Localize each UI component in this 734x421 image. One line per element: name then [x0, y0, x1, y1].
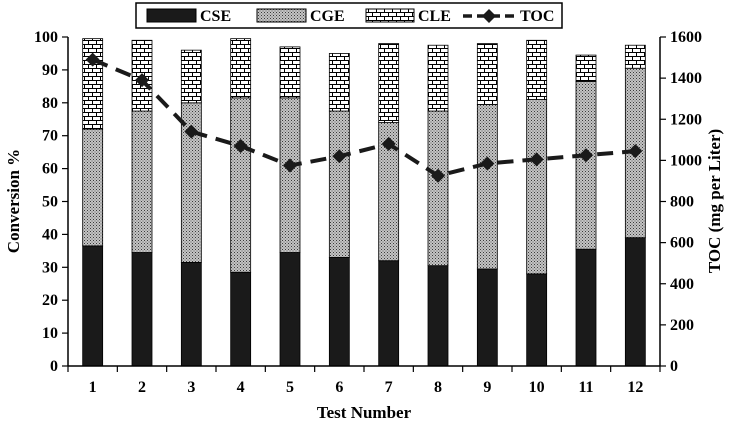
marker-toc-3 — [184, 124, 199, 139]
legend-label-cle: CLE — [418, 8, 451, 25]
legend-swatch-cge — [256, 8, 307, 23]
bar-cse-9 — [476, 268, 498, 367]
line-toc — [91, 57, 636, 178]
bar-cse-1 — [82, 245, 104, 367]
y-tick-label-30: 30 — [42, 259, 58, 276]
plot-area: 0102030405060708090100020040060080010001… — [34, 29, 702, 396]
legend-swatch-cse — [146, 8, 197, 23]
bar-cle-9 — [476, 43, 498, 105]
bar-cge-5 — [279, 97, 301, 253]
bar-cse-12 — [624, 237, 646, 367]
bar-cge-1 — [82, 128, 104, 247]
y-tick-label-0: 0 — [50, 358, 58, 375]
x-tick-label-12: 12 — [627, 379, 643, 396]
bar-cse-7 — [378, 260, 400, 367]
x-tick-label-2: 2 — [138, 379, 146, 396]
bar-cse-10 — [526, 273, 548, 367]
bar-cle-4 — [230, 38, 252, 99]
bar-cle-12 — [624, 44, 646, 69]
x-tick-label-5: 5 — [286, 379, 294, 396]
bar-cge-6 — [328, 110, 350, 258]
x-tick-label-11: 11 — [578, 379, 593, 396]
legend-label-cse: CSE — [200, 8, 231, 25]
y2-tick-label-200: 200 — [670, 317, 694, 334]
marker-toc-9 — [480, 156, 495, 171]
marker-toc-11 — [579, 148, 593, 163]
y-tick-label-10: 10 — [42, 325, 58, 342]
bar-cse-2 — [131, 252, 153, 367]
x-tick-label-10: 10 — [529, 379, 545, 396]
legend-label-cge: CGE — [310, 8, 345, 25]
x-tick-label-6: 6 — [335, 379, 343, 396]
bar-cge-10 — [526, 99, 548, 275]
x-tick-label-7: 7 — [385, 379, 393, 396]
y-tick-label-60: 60 — [42, 161, 58, 178]
marker-toc-7 — [381, 136, 396, 151]
y-axis-title: Conversion % — [4, 149, 23, 253]
bar-cse-4 — [230, 271, 252, 367]
bar-cse-11 — [575, 248, 597, 367]
bar-cse-6 — [328, 257, 350, 367]
y2-tick-label-1400: 1400 — [670, 70, 702, 87]
y-tick-label-80: 80 — [42, 95, 58, 112]
y2-tick-label-1200: 1200 — [670, 111, 702, 128]
bar-cle-6 — [328, 53, 350, 112]
y2-tick-label-0: 0 — [670, 358, 678, 375]
legend-swatch-cle — [365, 8, 415, 23]
y-tick-label-70: 70 — [42, 128, 58, 145]
bar-cse-5 — [279, 252, 301, 367]
marker-toc-1 — [85, 52, 100, 67]
marker-toc-10 — [529, 152, 544, 167]
bar-cse-3 — [180, 261, 202, 367]
bar-cle-10 — [526, 39, 548, 100]
bar-cge-2 — [131, 110, 153, 253]
x-tick-label-3: 3 — [187, 379, 195, 396]
y-tick-label-20: 20 — [42, 292, 58, 309]
x-axis-title: Test Number — [317, 403, 412, 421]
y-tick-label-40: 40 — [42, 226, 58, 243]
y-tick-label-50: 50 — [42, 194, 58, 211]
marker-toc-6 — [332, 149, 347, 164]
bar-cle-5 — [279, 46, 301, 99]
bar-cle-1 — [82, 38, 104, 130]
bar-cle-3 — [180, 49, 202, 104]
y2-tick-label-1600: 1600 — [670, 29, 702, 46]
legend-label-toc: TOC — [520, 8, 554, 25]
x-tick-label-1: 1 — [89, 379, 97, 396]
y2-tick-label-400: 400 — [670, 276, 694, 293]
bar-cse-8 — [427, 265, 449, 367]
y-tick-label-100: 100 — [34, 29, 58, 46]
y2-tick-label-800: 800 — [670, 194, 694, 211]
marker-toc-12 — [628, 144, 643, 159]
bar-cle-7 — [378, 43, 400, 123]
bar-cle-11 — [575, 54, 597, 82]
bar-cge-4 — [230, 97, 252, 273]
bar-cle-8 — [427, 44, 449, 112]
marker-toc-2 — [135, 73, 149, 88]
legend: CSE CGE CLE TOC — [135, 2, 563, 29]
bar-cge-11 — [575, 81, 597, 250]
y2-axis-title: TOC (mg per Liter) — [705, 129, 724, 273]
x-tick-label-9: 9 — [483, 379, 491, 396]
marker-toc-5 — [283, 158, 297, 173]
legend-swatch-toc-marker — [482, 9, 496, 23]
bar-cge-9 — [476, 104, 498, 270]
marker-toc-4 — [233, 138, 248, 153]
x-tick-label-4: 4 — [237, 379, 245, 396]
y2-tick-label-1000: 1000 — [670, 152, 702, 169]
bar-cge-8 — [427, 110, 449, 267]
x-tick-label-8: 8 — [434, 379, 442, 396]
marker-toc-8 — [431, 168, 445, 183]
y-tick-label-90: 90 — [42, 62, 58, 79]
y2-tick-label-600: 600 — [670, 235, 694, 252]
